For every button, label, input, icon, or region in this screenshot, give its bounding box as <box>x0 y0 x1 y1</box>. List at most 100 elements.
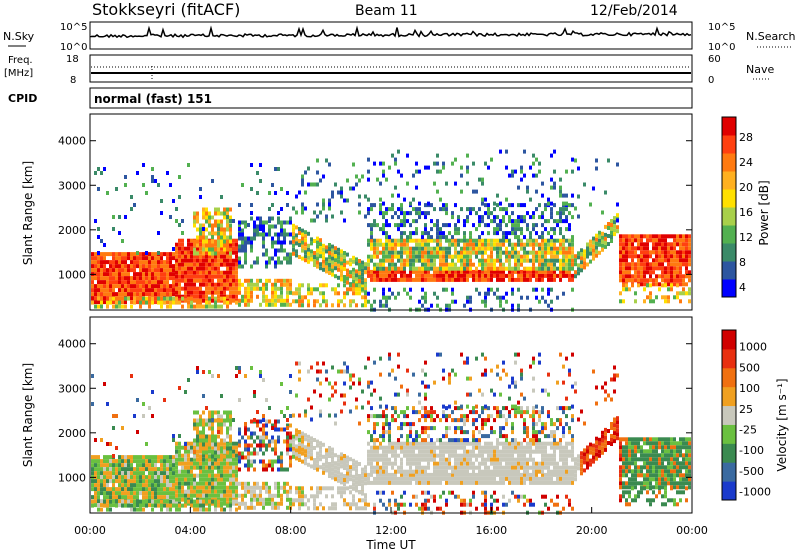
data-cell <box>220 430 223 435</box>
data-cell <box>412 445 415 450</box>
data-cell <box>193 441 196 446</box>
data-cell <box>571 273 574 278</box>
data-cell <box>115 495 118 500</box>
freq-left-tick-bottom: 8 <box>70 75 76 86</box>
data-cell <box>403 414 406 419</box>
data-cell <box>97 487 100 492</box>
data-cell <box>130 507 133 512</box>
data-cell <box>394 410 397 415</box>
data-cell <box>250 485 253 490</box>
data-cell <box>475 287 478 292</box>
data-cell <box>496 273 499 278</box>
data-cell <box>553 242 556 247</box>
data-cell <box>388 461 391 466</box>
data-cell <box>244 248 247 253</box>
data-cell <box>532 211 535 216</box>
data-cell <box>559 219 562 224</box>
data-cell <box>388 273 391 278</box>
data-cell <box>445 287 448 292</box>
data-cell <box>304 206 307 211</box>
data-cell <box>184 465 187 470</box>
data-cell <box>436 295 439 300</box>
data-cell <box>214 450 217 455</box>
data-cell <box>97 455 100 460</box>
data-cell <box>319 238 322 243</box>
data-cell <box>277 298 280 303</box>
data-cell <box>610 227 613 231</box>
data-cell <box>238 282 241 287</box>
data-cell <box>274 282 277 287</box>
data-cell <box>646 246 649 251</box>
data-cell <box>343 462 346 466</box>
data-cell <box>151 459 154 464</box>
data-cell <box>103 475 106 480</box>
data-cell <box>460 189 463 194</box>
data-cell <box>217 465 220 470</box>
data-cell <box>376 490 379 495</box>
data-cell <box>340 265 343 270</box>
data-cell <box>256 497 259 502</box>
data-cell <box>403 266 406 271</box>
data-cell <box>163 284 166 289</box>
data-cell <box>472 273 475 278</box>
data-cell <box>211 179 214 183</box>
data-cell <box>208 414 211 419</box>
data-cell <box>325 303 328 308</box>
data-cell <box>160 268 163 273</box>
data-cell <box>481 277 484 282</box>
data-cell <box>202 251 205 256</box>
data-cell <box>247 223 250 227</box>
data-cell <box>187 449 190 454</box>
data-cell <box>199 418 202 423</box>
data-cell <box>256 278 259 283</box>
data-cell <box>124 471 127 476</box>
data-cell <box>562 269 565 274</box>
data-cell <box>352 474 355 479</box>
data-cell <box>388 238 391 243</box>
data-cell <box>349 270 352 275</box>
data-cell <box>286 426 289 430</box>
data-cell <box>184 298 187 303</box>
data-cell <box>265 431 268 436</box>
data-cell <box>631 262 634 267</box>
data-cell <box>436 235 439 240</box>
data-cell <box>370 461 373 466</box>
data-cell <box>565 207 568 212</box>
data-cell <box>316 256 319 261</box>
data-cell <box>496 258 499 263</box>
data-cell <box>94 288 97 293</box>
data-cell <box>298 498 301 503</box>
data-cell <box>337 466 340 471</box>
data-cell <box>109 268 112 273</box>
data-cell <box>292 438 295 443</box>
data-cell <box>643 242 646 247</box>
data-cell <box>403 422 406 427</box>
data-cell <box>190 282 193 287</box>
data-cell <box>250 419 253 424</box>
data-cell <box>526 269 529 274</box>
data-cell <box>385 250 388 255</box>
data-cell <box>211 477 214 482</box>
data-cell <box>373 465 376 470</box>
data-cell <box>397 269 400 274</box>
data-cell <box>235 366 238 370</box>
data-cell <box>208 454 211 459</box>
data-cell <box>193 251 196 256</box>
data-cell <box>244 298 247 303</box>
data-cell <box>202 270 205 275</box>
data-cell <box>187 242 190 247</box>
data-cell <box>172 479 175 484</box>
data-cell <box>634 299 637 304</box>
data-cell <box>400 445 403 450</box>
data-cell <box>190 238 193 243</box>
data-cell <box>634 254 637 259</box>
data-cell <box>394 250 397 255</box>
data-cell <box>145 503 148 508</box>
data-cell <box>520 231 523 236</box>
data-cell <box>433 410 436 415</box>
data-cell <box>418 449 421 454</box>
data-cell <box>196 457 199 462</box>
data-cell <box>154 471 157 476</box>
